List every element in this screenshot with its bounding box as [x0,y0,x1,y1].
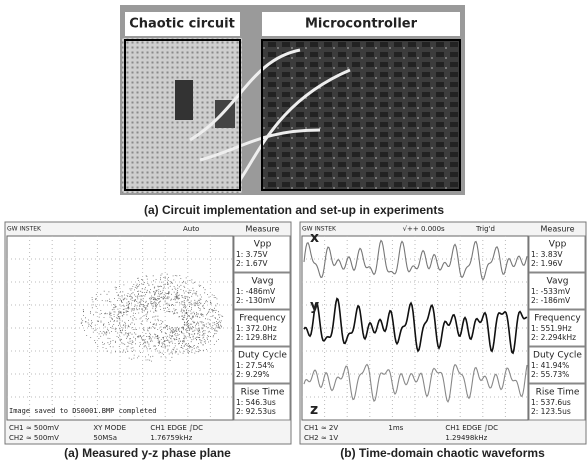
measure-value: 1: 41.94% [531,361,569,370]
caption: (b) Time-domain chaotic waveforms [340,446,545,460]
measure-name: Vavg [546,277,568,287]
measure-value: 2: 1.96V [531,259,563,268]
measure-value: 2: 129.8Hz [236,333,277,342]
measure-value: 2: 9.29% [236,370,270,379]
measure-value: 1: 372.0Hz [236,324,277,333]
status-item: 1ms [388,424,403,432]
status-item: 1.76759kHz [150,434,192,442]
measure-name: Frequency [239,314,286,324]
measure-name: Frequency [534,314,581,324]
measure-value: 2: 123.5us [531,407,571,416]
status-item: CH1 ≈ 2V [304,424,338,432]
measure-value: 1: -533mV [531,287,571,296]
measure-value: 1: 3.75V [236,250,268,259]
measure-name: Vavg [251,277,273,287]
menu: Measure [541,225,575,234]
status-item: 1.29498kHz [445,434,487,442]
signal-label: z [310,402,318,418]
measure-name: Rise Time [241,388,285,398]
photo-label: Microcontroller [305,17,418,32]
photo-label: Chaotic circuit [129,17,235,32]
measure-value: 2: 92.53us [236,407,276,416]
measure-value: 1: 537.6us [531,398,571,407]
status-item: 50MSa [93,434,117,442]
status-message: Image saved to DS0001.BMP completed [9,407,157,415]
measure-name: Duty Cycle [533,351,582,361]
trigger-state: Trig'd [475,225,495,233]
measure-name: Vpp [549,240,567,250]
measure-value: 1: -486mV [236,287,276,296]
measure-name: Rise Time [536,388,580,398]
trigger: Auto [183,225,199,233]
caption: (a) Circuit implementation and set-up in… [144,203,444,217]
measure-value: 2: 1.67V [236,259,268,268]
measure-name: Vpp [254,240,272,250]
measure-name: Duty Cycle [238,351,287,361]
measure-value: 2: 2.294kHz [531,333,576,342]
measure-value: 1: 546.3us [236,398,276,407]
measure-value: 1: 551.9Hz [531,324,572,333]
brand: GW INSTEK [7,226,42,233]
signal-label: y [310,298,319,314]
figure: Chaotic circuit Microcontroller (a) Circui… [0,0,588,464]
photo [120,5,465,195]
brand: GW INSTEK [302,226,337,233]
status-item: XY MODE [93,424,126,432]
measure-value: 2: 55.73% [531,370,569,379]
measure-value: 1: 3.83V [531,250,563,259]
trigger: √++ 0.000s [403,225,445,233]
menu: Measure [246,225,280,234]
measure-value: 1: 27.54% [236,361,274,370]
status-item: CH1 ≈ 500mV [9,424,59,432]
status-item: CH1 EDGE ∫DC [150,424,203,432]
caption: (a) Measured y-z phase plane [64,446,231,460]
status-item: CH1 EDGE ∫DC [445,424,498,432]
measure-value: 2: -130mV [236,296,276,305]
status-item: CH2 ≈ 500mV [9,434,59,442]
signal-label: x [310,230,319,246]
measure-value: 2: -186mV [531,296,571,305]
status-item: CH2 ≈ 1V [304,434,338,442]
